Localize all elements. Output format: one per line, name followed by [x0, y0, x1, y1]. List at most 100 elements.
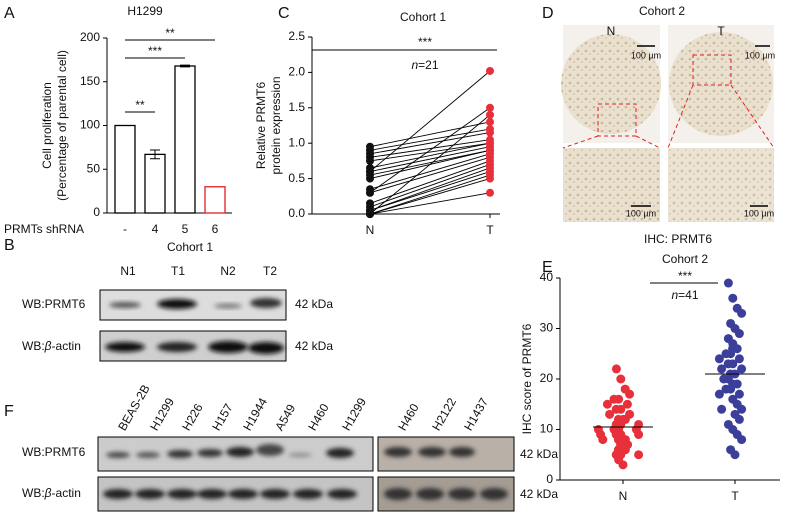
row-label-part: WB:PRMT6 — [22, 445, 86, 459]
panel-label: A — [4, 5, 15, 22]
pair-line — [369, 171, 491, 211]
pair-line — [369, 149, 491, 176]
dot — [734, 389, 744, 399]
dot — [366, 199, 374, 208]
y-tick-label: 1.5 — [288, 100, 305, 114]
panel-label: F — [4, 403, 14, 420]
ihc-caption: IHC: PRMT6 — [644, 232, 712, 246]
lane-label: H1944 — [240, 395, 270, 433]
dot — [366, 206, 374, 215]
x-tick-label: T — [731, 489, 739, 503]
lane-label: H460 — [305, 401, 332, 433]
scale-bar-label: 100 µm — [745, 50, 775, 60]
x-tick-label: 6 — [212, 222, 219, 236]
dot — [730, 450, 740, 460]
y-tick-label: 10 — [540, 422, 554, 436]
significance: *** — [148, 44, 162, 58]
dot — [734, 354, 744, 364]
n-italic: n — [411, 58, 418, 72]
dot — [737, 308, 747, 318]
dot — [609, 394, 619, 404]
y-label-line: Relative PRMT6 — [254, 81, 268, 169]
y-tick-label: 1.0 — [288, 135, 305, 149]
pair-line — [369, 121, 491, 148]
x-tick-label: - — [123, 222, 127, 236]
dot — [625, 389, 635, 399]
pair-line — [369, 142, 491, 162]
panel-label: E — [542, 259, 553, 276]
dot — [618, 460, 628, 470]
y-tick-label: 2.5 — [288, 29, 305, 43]
y-tick-label: 0 — [546, 472, 553, 486]
dot — [605, 409, 615, 419]
chart-title: Cohort 2 — [662, 252, 708, 266]
y-tick-label: 20 — [540, 371, 554, 385]
blot-row-label: WB:PRMT6 — [22, 297, 86, 311]
x-axis-label: PRMTs shRNA — [4, 222, 84, 236]
ihc-column: T — [717, 24, 725, 38]
y-tick-label: 150 — [80, 74, 100, 88]
bar — [174, 65, 196, 214]
dot — [486, 188, 494, 197]
row-label-part: WB: — [22, 339, 45, 353]
lane-label: H1437 — [461, 395, 491, 433]
y-tick-label: 0 — [93, 205, 100, 219]
dot — [721, 384, 731, 394]
lane-label: T1 — [171, 264, 185, 278]
pair-line — [369, 167, 491, 211]
x-tick-label: N — [366, 223, 375, 237]
dot — [634, 450, 644, 460]
blot-row-label: WB:β-actin — [22, 486, 81, 500]
significance: ** — [135, 98, 145, 112]
dot — [598, 435, 608, 445]
y-tick-label: 30 — [540, 321, 554, 335]
lane-label: H460 — [395, 401, 422, 433]
dot — [719, 374, 729, 384]
lane-label: H1299 — [339, 395, 369, 433]
y-tick-label: 200 — [80, 30, 100, 44]
blot-images — [97, 289, 515, 512]
pair-line — [369, 160, 491, 204]
dot — [734, 329, 744, 339]
n-label: n=41 — [671, 288, 698, 302]
blot-row-label: WB:PRMT6 — [22, 445, 86, 459]
y-label-line: (Percentage of parental cell) — [55, 50, 69, 201]
pair-line — [369, 153, 491, 190]
dot — [723, 278, 733, 288]
dot — [737, 364, 747, 374]
n-italic: n — [671, 288, 678, 302]
scale-bar-label: 100 µm — [626, 208, 656, 218]
bar — [114, 124, 136, 214]
ihc-column: N — [607, 24, 616, 38]
y-label-line: Cell proliferation — [40, 82, 54, 169]
row-label-part: β — [44, 339, 52, 353]
pair-line — [369, 114, 491, 215]
chart-title: Cohort 1 — [400, 10, 446, 24]
dot — [714, 389, 724, 399]
lane-label: H1299 — [147, 395, 177, 433]
size-label: 42 kDa — [520, 487, 558, 501]
row-label-part: β — [44, 486, 52, 500]
panel-label: B — [4, 237, 15, 254]
chart-title: H1299 — [127, 4, 163, 18]
x-tick-label: 4 — [152, 222, 159, 236]
dot — [737, 435, 747, 445]
row-label-part: WB:PRMT6 — [22, 297, 86, 311]
x-tick-label: N — [619, 489, 628, 503]
dot — [602, 399, 612, 409]
dot — [611, 404, 621, 414]
dot — [366, 142, 374, 151]
dot — [717, 364, 727, 374]
n-label: n=21 — [411, 58, 438, 72]
scale-bar-label: 100 µm — [631, 50, 661, 60]
x-tick-label: 5 — [182, 222, 189, 236]
pair-line — [369, 156, 491, 194]
row-label-part: WB: — [22, 486, 45, 500]
dot — [486, 117, 494, 126]
row-label-part: -actin — [52, 339, 81, 353]
pair-line — [369, 192, 491, 215]
dot — [737, 404, 747, 414]
lane-label: T2 — [263, 264, 277, 278]
dot — [366, 167, 374, 176]
